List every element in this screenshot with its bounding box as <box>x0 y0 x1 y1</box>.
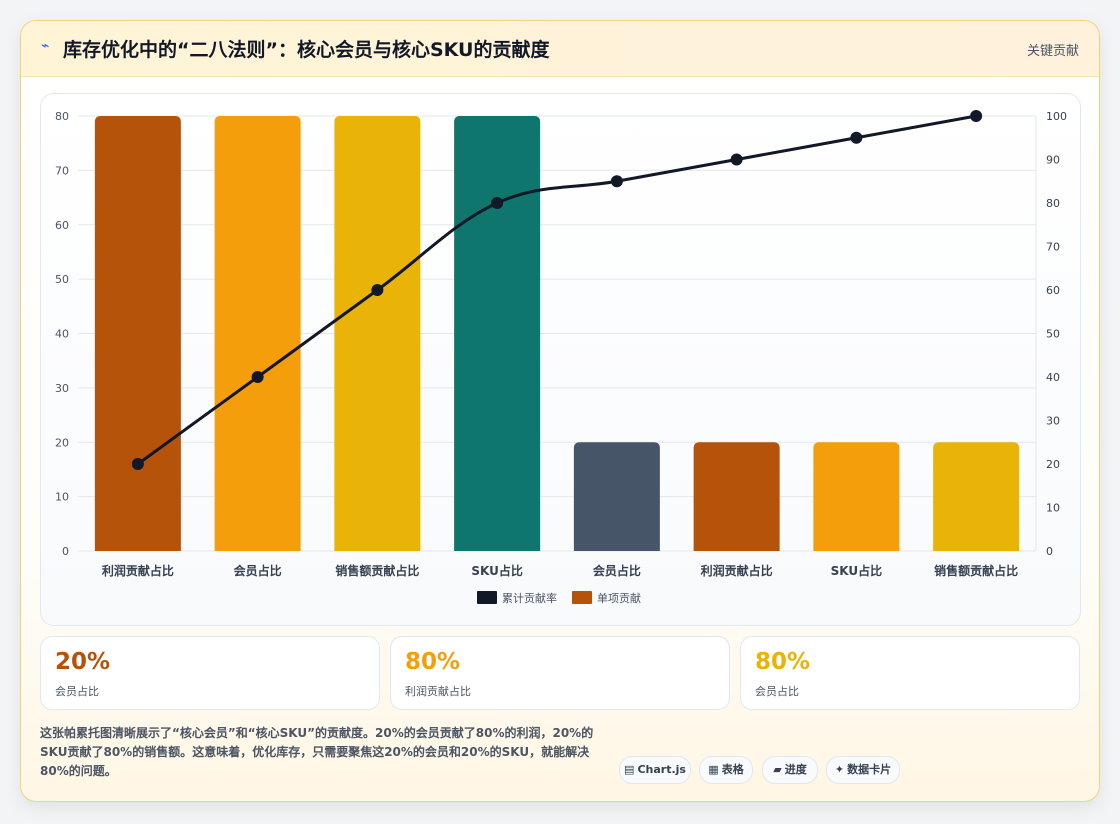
bar <box>94 116 181 551</box>
bar <box>334 116 421 551</box>
stat-card-2: 80% 利润贡献占比 <box>390 636 730 710</box>
line-point <box>491 197 504 209</box>
bar <box>813 442 900 551</box>
chip-table[interactable]: ▦ 表格 <box>699 756 753 784</box>
y-right-tick-label: 40 <box>1046 371 1060 384</box>
table-icon: ▦ <box>708 763 719 776</box>
chip-data-card[interactable]: ✦ 数据卡片 <box>826 756 900 784</box>
y-left-tick-label: 30 <box>55 382 69 395</box>
y-right-tick-label: 50 <box>1046 328 1060 341</box>
chart-card: ⌁ 库存优化中的“二八法则”：核心会员与核心SKU的贡献度 关键贡献 0 10 20… <box>20 20 1100 802</box>
lightning-icon: ⌁ <box>41 38 50 54</box>
y-left-tick-label: 10 <box>55 491 69 504</box>
y-right-tick-label: 90 <box>1046 154 1060 167</box>
bar <box>454 116 541 551</box>
chart-description: 这张帕累托图清晰展示了“核心会员”和“核心SKU”的贡献度。20%的会员贡献了8… <box>40 726 594 778</box>
y-left-tick-label: 60 <box>55 219 69 232</box>
x-tick-label: 销售额贡献占比 <box>335 563 419 578</box>
x-tick-label: 会员占比 <box>234 563 282 578</box>
y-left-tick-label: 40 <box>55 328 69 341</box>
x-tick-label: 利润贡献占比 <box>701 563 773 578</box>
y-right-tick-label: 100 <box>1046 110 1067 123</box>
line-point <box>251 371 264 383</box>
y-right-tick-label: 30 <box>1046 415 1060 428</box>
chart-panel: 0 10 20 30 40 50 60 70 80 0 10 20 30 40 50 60 70 80 90 100 利… <box>40 93 1081 626</box>
card-header: ⌁ 库存优化中的“二八法则”：核心会员与核心SKU的贡献度 关键贡献 <box>21 21 1099 77</box>
cumulative-line <box>136 114 977 466</box>
stat-card-3: 80% 会员占比 <box>740 636 1080 710</box>
x-tick-label: SKU占比 <box>471 563 522 578</box>
x-tick-label: 利润贡献占比 <box>102 563 174 578</box>
legend-swatch-line <box>477 591 497 604</box>
chip-chartjs[interactable]: ▤ Chart.js <box>619 756 691 784</box>
x-tick-label: 销售额贡献占比 <box>934 563 1018 578</box>
y-left-tick-label: 0 <box>62 545 69 558</box>
stat-label: 会员占比 <box>755 685 799 698</box>
bar <box>693 442 780 551</box>
progress-icon: ▰ <box>773 763 782 776</box>
chip-label: Chart.js <box>637 763 686 776</box>
stat-card-1: 20% 会员占比 <box>40 636 380 710</box>
y-right-tick-label: 0 <box>1046 545 1053 558</box>
x-tick-label: SKU占比 <box>831 563 882 578</box>
line-point <box>970 110 983 122</box>
stat-value: 80% <box>755 649 811 675</box>
x-tick-label: 会员占比 <box>593 563 641 578</box>
bar <box>573 442 660 551</box>
y-right-tick-label: 70 <box>1046 241 1060 254</box>
y-right-tick-label: 10 <box>1046 502 1060 515</box>
y-left-tick-label: 80 <box>55 110 69 123</box>
line-point <box>131 458 144 470</box>
legend-label: 累计贡献率 <box>502 591 557 605</box>
y-right-tick-label: 80 <box>1046 197 1060 210</box>
page-title: 库存优化中的“二八法则”：核心会员与核心SKU的贡献度 <box>63 39 550 61</box>
line-point <box>730 153 743 166</box>
bar <box>933 442 1020 551</box>
y-right-tick-label: 60 <box>1046 284 1060 297</box>
stat-label: 会员占比 <box>55 685 99 698</box>
legend-swatch-bar <box>572 591 592 604</box>
bar <box>214 116 301 551</box>
sparkle-icon: ✦ <box>834 763 845 776</box>
y-left-tick-label: 20 <box>55 436 69 449</box>
stat-value: 20% <box>55 649 111 675</box>
y-right-tick-label: 20 <box>1046 458 1060 471</box>
chip-progress[interactable]: ▰ 进度 <box>762 756 818 784</box>
pareto-chart: 0 10 20 30 40 50 60 70 80 0 10 20 30 40 50 60 70 80 90 100 利… <box>55 110 1067 605</box>
y-left-tick-label: 70 <box>55 164 69 177</box>
legend-label: 单项贡献 <box>597 591 641 605</box>
chip-label: 数据卡片 <box>847 763 892 776</box>
chip-label: 进度 <box>784 763 807 776</box>
y-left-tick-label: 50 <box>55 273 69 286</box>
line-point <box>371 284 384 296</box>
stat-label: 利润贡献占比 <box>405 685 471 698</box>
key-contribution-link[interactable]: 关键贡献 <box>1026 44 1079 59</box>
stat-value: 80% <box>405 649 461 675</box>
chip-label: 表格 <box>721 763 744 776</box>
line-point <box>610 175 623 188</box>
line-point <box>850 131 863 144</box>
chart-icon: ▤ <box>624 763 635 776</box>
